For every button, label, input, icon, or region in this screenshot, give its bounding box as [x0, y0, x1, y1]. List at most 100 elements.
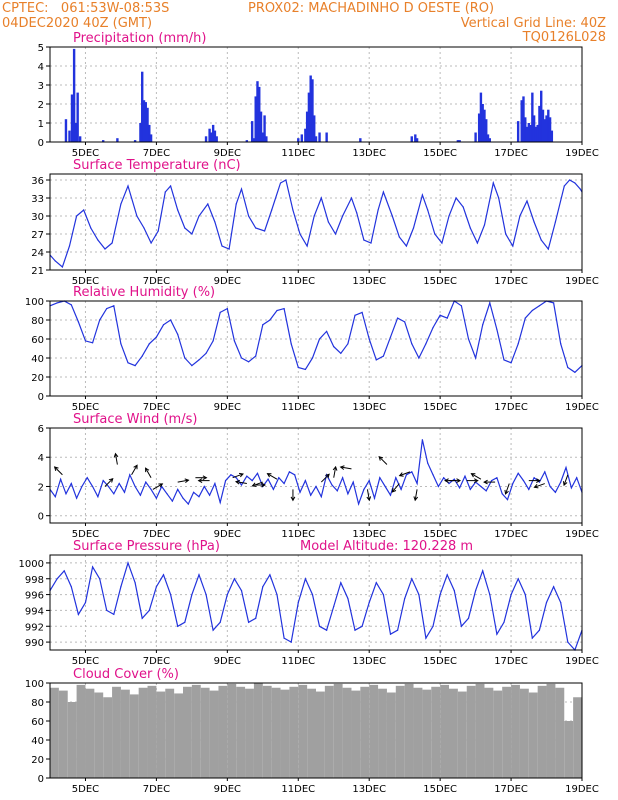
wind-arrow [333, 466, 337, 478]
precip-bar [149, 134, 153, 142]
wind-arrow-head [145, 467, 150, 473]
temperature-point [412, 227, 415, 229]
temperature-point [248, 215, 250, 217]
humidity-point [560, 343, 562, 345]
temperature-point [405, 245, 408, 247]
pressure-point [489, 593, 491, 596]
precip-bar [531, 92, 534, 142]
temperature-point [448, 215, 450, 217]
wind-point [193, 491, 195, 493]
wind-point [240, 484, 243, 486]
precip-bar [254, 96, 257, 142]
figure-header: CPTEC: 061:53W-08:53S PROX02: MACHADINHO… [0, 0, 618, 48]
precip-bar [456, 140, 460, 142]
wind-point [554, 491, 557, 493]
precip-bar [141, 71, 144, 142]
pressure-point [560, 601, 562, 604]
wind-point [517, 472, 519, 474]
wind-point [480, 485, 482, 488]
precipitation-panel: 0 1 2 3 4 5 5DEC 7DEC 9DEC 11DEC 13DEC 15DEC 17DEC 19… [38, 31, 599, 159]
humidity-point [191, 365, 193, 367]
wind-point [421, 439, 423, 441]
pressure-point [191, 593, 193, 596]
wind-arrow-head [378, 456, 384, 461]
temperature-point [127, 185, 129, 187]
wind-point [288, 471, 290, 473]
pressure-point [368, 601, 370, 604]
humidity-point [212, 340, 214, 342]
precip-bar [415, 138, 419, 142]
pressure-point [283, 637, 285, 639]
pressure-point [496, 633, 498, 635]
temperature-point [263, 230, 266, 232]
cloud-bar [404, 683, 414, 778]
temperature-point [526, 200, 528, 202]
humidity-ytick-label: 0 [38, 392, 44, 403]
wind-point [81, 485, 83, 488]
precip-bar [74, 123, 77, 142]
wind-point [395, 477, 397, 479]
temperature-point [61, 266, 64, 268]
wind-arrow-head [536, 478, 541, 483]
temperature-border [49, 173, 583, 271]
precip-bar [304, 128, 307, 142]
humidity-point [262, 324, 264, 326]
temperature-point [136, 215, 138, 217]
precip-bar [297, 138, 300, 142]
cloud-bar [457, 691, 467, 778]
temperature-point [285, 179, 287, 181]
wind-point [91, 485, 94, 488]
cloud-bar [528, 692, 538, 778]
wind-arrow-head [108, 477, 114, 483]
wind-title: Surface Wind (m/s) [73, 412, 197, 427]
precipitation-title: Precipitation (mm/h) [73, 31, 206, 46]
cloud-cover-panel: 0 20 40 60 80 100 5DEC 7DEC 9DEC 11DEC 13DEC 15DEC 1… [25, 667, 599, 795]
precip-bar [144, 102, 147, 142]
wind-xtick-label: 19DEC [565, 529, 599, 540]
precip-bar [527, 123, 530, 142]
cloud-bar [449, 688, 458, 778]
wind-point [411, 471, 413, 473]
wind-arrow-head [562, 481, 568, 487]
temperature-point [228, 248, 230, 250]
wind-point [107, 485, 110, 488]
wind-point [459, 487, 461, 489]
precip-bar [538, 105, 541, 142]
cloud-bar [316, 691, 325, 778]
temperature-point [356, 212, 358, 214]
humidity-point [70, 304, 72, 306]
cloud-bar [537, 685, 547, 778]
wind-arrow-head [483, 479, 488, 485]
pressure-point [99, 578, 101, 580]
wind-point [336, 490, 338, 492]
wind-arrow [563, 474, 569, 486]
temperature-point [157, 230, 159, 232]
precip-bar [64, 119, 68, 142]
pressure-ytick-label: 994 [25, 606, 44, 617]
cloud-bar [218, 685, 228, 778]
humidity-ytick-label: 20 [31, 373, 44, 384]
precip-bar [210, 132, 213, 142]
pressure-point [553, 586, 555, 588]
humidity-point [340, 352, 342, 354]
precip-bar [477, 113, 481, 142]
humidity-point [248, 361, 250, 363]
pressure-point [113, 613, 115, 615]
humidity-ytick-label: 40 [31, 354, 44, 365]
wind-ytick-label: 6 [38, 424, 44, 435]
humidity-point [84, 340, 87, 342]
humidity-point [120, 343, 122, 345]
pressure-line [49, 560, 583, 652]
pressure-point [347, 597, 349, 600]
pressure-point [453, 590, 455, 592]
cloud-bar [466, 685, 476, 778]
pressure-panel: 990 992 994 996 998 1000 5DEC 7DEC 9DEC 11DEC 13DE… [19, 539, 599, 667]
temperature-title: Surface Temperature (nC) [73, 158, 241, 173]
temperature-xtick-label: 11DEC [281, 276, 315, 287]
cloud-bar [555, 687, 565, 778]
wind-point [65, 493, 67, 495]
precip-bar [305, 111, 309, 142]
precip-bar [314, 136, 318, 142]
cloud-bar [511, 684, 520, 778]
precip-bar [250, 121, 254, 142]
